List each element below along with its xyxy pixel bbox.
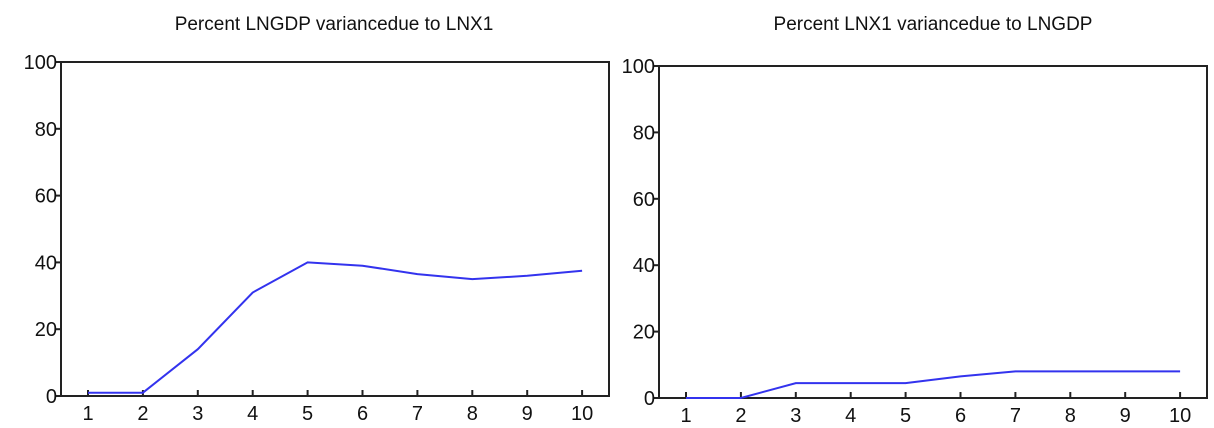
x-tick-label: 2 xyxy=(735,405,746,427)
plot-frame xyxy=(658,65,1208,399)
x-tick-label: 1 xyxy=(680,405,691,427)
y-tick-label: 40 xyxy=(35,252,57,274)
chart-title: Percent LNX1 variancedue to LNGDP xyxy=(774,14,1093,35)
y-axis: 0 20 40 60 80 100 xyxy=(622,56,659,410)
chart-title: Percent LNGDP variancedue to LNX1 xyxy=(175,14,494,35)
chart-panel-right: Percent LNX1 variancedue to LNGDP 1 2 3 4 5 6… xyxy=(622,14,1208,427)
series-line xyxy=(88,261,583,394)
plot-area xyxy=(686,370,1181,399)
y-axis: 0 20 40 60 80 100 xyxy=(24,52,61,408)
y-tick-label: 20 xyxy=(35,319,57,341)
x-tick-label: 6 xyxy=(357,403,368,425)
y-tick-label: 100 xyxy=(24,52,57,74)
chart-panel-left: Percent LNGDP variancedue to LNX1 1 2 3 4 5 6… xyxy=(24,14,610,425)
x-axis: 1 2 3 4 5 6 7 8 9 10 xyxy=(82,390,593,425)
x-tick-label: 5 xyxy=(302,403,313,425)
x-tick-label: 10 xyxy=(571,403,593,425)
x-tick-label: 4 xyxy=(247,403,258,425)
series-line xyxy=(686,370,1181,399)
x-tick-label: 9 xyxy=(1120,405,1131,427)
x-tick-label: 1 xyxy=(82,403,93,425)
x-tick-label: 10 xyxy=(1169,405,1191,427)
x-tick-label: 5 xyxy=(900,405,911,427)
x-tick-label: 7 xyxy=(412,403,423,425)
y-tick-label: 20 xyxy=(633,322,655,344)
x-tick-label: 3 xyxy=(790,405,801,427)
y-tick-label: 80 xyxy=(633,122,655,144)
plot-area xyxy=(88,261,583,394)
y-tick-label: 0 xyxy=(644,388,655,410)
x-tick-label: 4 xyxy=(845,405,856,427)
x-tick-label: 7 xyxy=(1010,405,1021,427)
x-axis: 1 2 3 4 5 6 7 8 9 10 xyxy=(680,392,1191,427)
y-tick-label: 100 xyxy=(622,56,655,78)
x-tick-label: 3 xyxy=(192,403,203,425)
x-tick-label: 2 xyxy=(137,403,148,425)
y-tick-label: 40 xyxy=(633,255,655,277)
y-tick-label: 60 xyxy=(633,189,655,211)
x-tick-label: 9 xyxy=(522,403,533,425)
plot-frame xyxy=(60,61,610,397)
y-tick-label: 80 xyxy=(35,119,57,141)
y-tick-label: 0 xyxy=(46,386,57,408)
x-tick-label: 8 xyxy=(1065,405,1076,427)
y-tick-label: 60 xyxy=(35,186,57,208)
x-tick-label: 8 xyxy=(467,403,478,425)
x-tick-label: 6 xyxy=(955,405,966,427)
